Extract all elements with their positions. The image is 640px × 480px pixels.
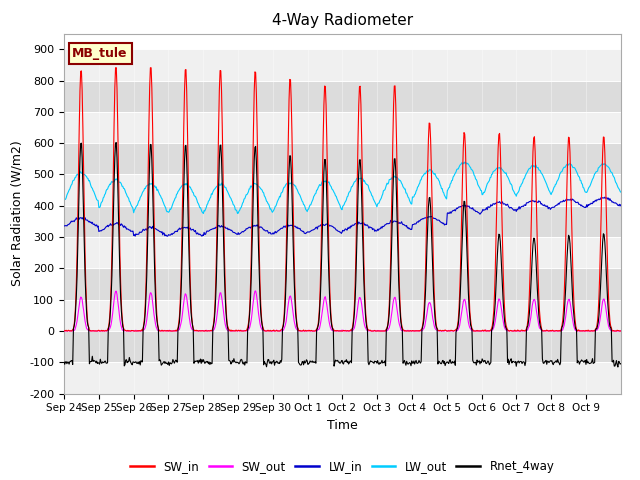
Bar <box>64 81 621 112</box>
Bar <box>64 143 621 174</box>
Bar <box>64 49 621 81</box>
Bar <box>64 206 621 237</box>
Bar <box>64 331 621 362</box>
Text: MB_tule: MB_tule <box>72 47 128 60</box>
Legend: SW_in, SW_out, LW_in, LW_out, Rnet_4way: SW_in, SW_out, LW_in, LW_out, Rnet_4way <box>125 455 559 478</box>
Bar <box>64 268 621 300</box>
Bar <box>64 362 621 394</box>
Bar <box>64 174 621 206</box>
Y-axis label: Solar Radiation (W/m2): Solar Radiation (W/m2) <box>11 141 24 287</box>
Title: 4-Way Radiometer: 4-Way Radiometer <box>272 13 413 28</box>
X-axis label: Time: Time <box>327 419 358 432</box>
Bar <box>64 112 621 143</box>
Bar <box>64 300 621 331</box>
Bar <box>64 237 621 268</box>
